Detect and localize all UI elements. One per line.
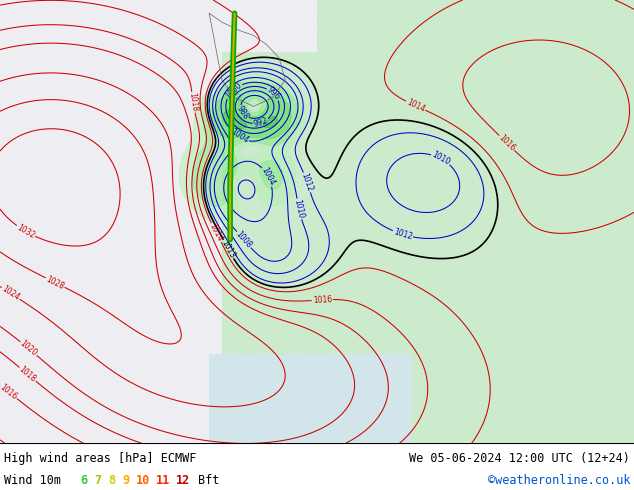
Text: 1012: 1012 (392, 227, 413, 242)
Text: We 05-06-2024 12:00 UTC (12+24): We 05-06-2024 12:00 UTC (12+24) (409, 452, 630, 465)
Text: 12: 12 (176, 474, 190, 487)
Text: 1008: 1008 (234, 229, 254, 250)
Text: 1016: 1016 (0, 382, 19, 401)
Text: 1014: 1014 (405, 98, 426, 114)
Text: 992: 992 (252, 116, 269, 129)
Text: 1018: 1018 (17, 365, 38, 384)
Text: 6: 6 (80, 474, 87, 487)
Text: 1014: 1014 (208, 222, 224, 243)
Text: 1010: 1010 (430, 150, 451, 167)
Text: 1024: 1024 (0, 284, 21, 302)
Text: Bft: Bft (198, 474, 219, 487)
Text: 9: 9 (122, 474, 129, 487)
Text: 1016: 1016 (497, 133, 517, 153)
Text: 1013: 1013 (220, 239, 237, 260)
Text: 1000: 1000 (223, 80, 243, 100)
Text: 1020: 1020 (18, 339, 39, 358)
Text: 1028: 1028 (44, 274, 66, 291)
Text: 1016: 1016 (313, 295, 332, 305)
Text: 1018: 1018 (187, 92, 199, 113)
Text: 1012: 1012 (300, 172, 314, 193)
Text: 1004: 1004 (260, 166, 276, 187)
Text: ©weatheronline.co.uk: ©weatheronline.co.uk (488, 474, 630, 487)
Text: 11: 11 (156, 474, 171, 487)
Text: High wind areas [hPa] ECMWF: High wind areas [hPa] ECMWF (4, 452, 197, 465)
Text: 7: 7 (94, 474, 101, 487)
Text: 988: 988 (235, 104, 250, 121)
Text: 1032: 1032 (15, 222, 36, 240)
Text: 1010: 1010 (292, 199, 306, 220)
Text: 10: 10 (136, 474, 150, 487)
Text: 996: 996 (265, 85, 282, 102)
Text: 1004: 1004 (229, 127, 250, 146)
Text: 8: 8 (108, 474, 115, 487)
Text: Wind 10m: Wind 10m (4, 474, 61, 487)
